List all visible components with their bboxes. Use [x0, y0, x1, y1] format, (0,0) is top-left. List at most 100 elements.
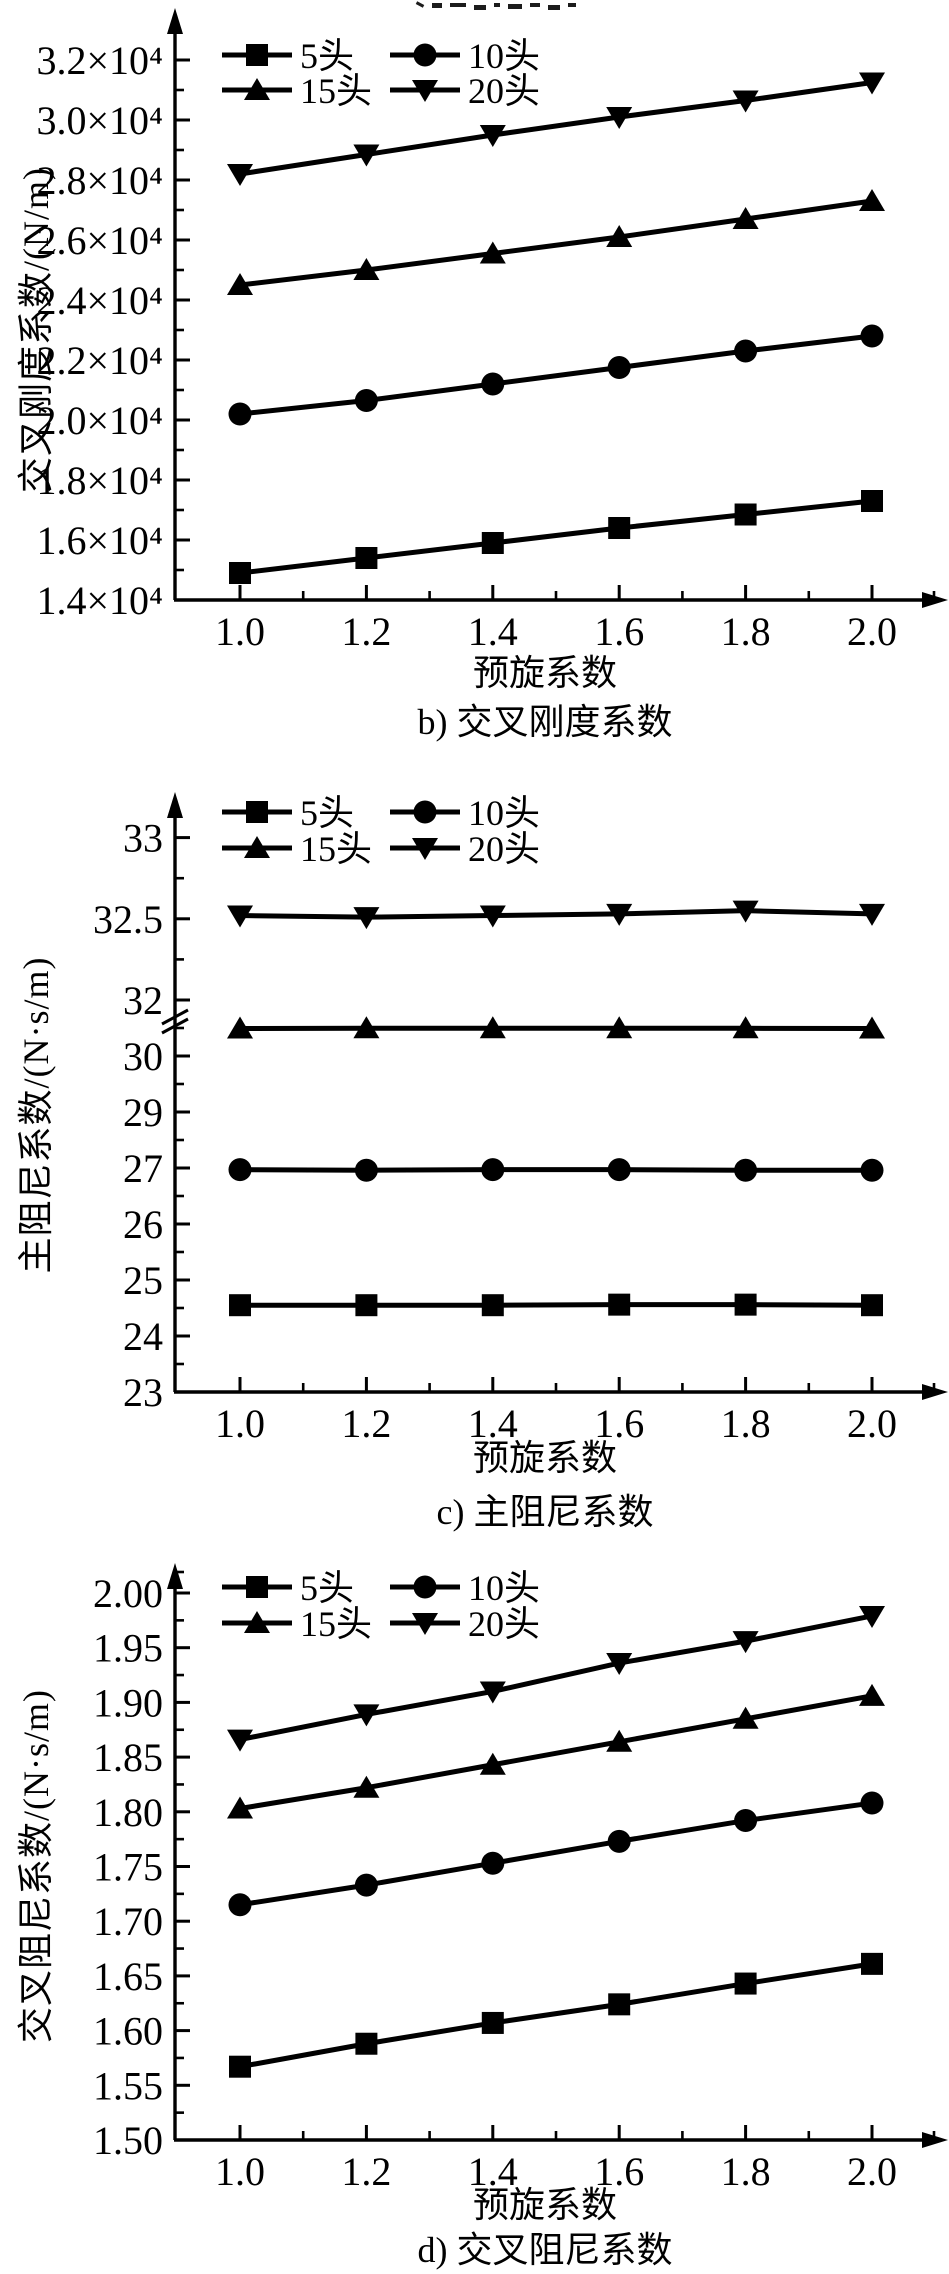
legend-label: 20头 — [468, 829, 540, 869]
legend-square-icon — [246, 44, 268, 66]
marker-circle-icon — [481, 1851, 505, 1875]
series-line — [239, 198, 873, 288]
y-tick-label: 3.0×10⁴ — [36, 98, 163, 143]
x-tick-label: 1.6 — [594, 609, 644, 654]
marker-circle-icon — [481, 372, 505, 396]
chart-b-canvas: 1.4×10⁴ 1.6×10⁴ 1.8×10⁴ 2.0×10⁴ 2.2×10⁴ 2.4×1… — [36, 8, 948, 654]
marker-triangle-up-icon — [353, 258, 380, 280]
legend: 5头 10头 15头 20头 — [222, 793, 540, 869]
marker-triangle-up-icon — [353, 1016, 380, 1039]
marker-triangle-down-icon — [227, 1729, 253, 1752]
marker-square-icon — [861, 1294, 883, 1317]
y-tick-label: 2.2×10⁴ — [36, 338, 163, 383]
marker-triangle-up-icon — [859, 1016, 885, 1039]
marker-square-icon — [734, 1293, 757, 1316]
marker-triangle-up-icon — [479, 1752, 506, 1775]
marker-triangle-up-icon — [479, 1016, 506, 1039]
marker-triangle-down-icon — [479, 905, 506, 928]
y-axis-arrow-icon — [167, 8, 183, 34]
marker-circle-icon — [607, 356, 631, 379]
y-tick-label: 2.00 — [93, 1571, 163, 1616]
y-tick-label: 2.6×10⁴ — [36, 218, 163, 263]
x-tick-label: 1.2 — [341, 1401, 391, 1446]
marker-triangle-down-icon — [227, 164, 253, 186]
series-triangle-down — [227, 900, 885, 930]
series-triangle-down — [227, 1605, 885, 1752]
y-tick-label: 1.60 — [93, 2009, 163, 2054]
marker-square-icon — [861, 490, 883, 512]
x-tick-label: 1.8 — [721, 1401, 771, 1446]
series-line — [239, 498, 873, 576]
y-tick-label: 26 — [123, 1202, 163, 1247]
marker-square-icon — [481, 532, 504, 554]
legend-item-circle: 10头 — [390, 793, 540, 833]
marker-triangle-down-icon — [606, 1653, 633, 1676]
legend-triangle-down-icon — [412, 80, 438, 102]
series-triangle-up — [227, 189, 885, 295]
cropped-text-artifact — [412, 1, 642, 15]
y-axis-arrow-icon — [167, 1563, 183, 1589]
marker-square-icon — [355, 2032, 378, 2055]
chart-b: 1.4×10⁴ 1.6×10⁴ 1.8×10⁴ 2.0×10⁴ 2.2×10⁴ 2.4×1… — [0, 0, 949, 750]
legend-label: 15头 — [300, 829, 372, 869]
chart-c-y-axis-title: 主阻尼系数/(N·s/m) — [16, 956, 56, 1274]
legend-item-circle: 10头 — [390, 1568, 540, 1608]
legend-item-triangle-up: 15头 — [222, 71, 372, 111]
marker-circle-icon — [481, 1158, 505, 1182]
marker-circle-icon — [228, 402, 252, 426]
marker-triangle-down-icon — [479, 125, 506, 147]
x-axis: 1.0 1.2 1.4 1.6 1.8 2.0 — [174, 1377, 948, 1446]
series-line — [239, 908, 873, 920]
legend-item-circle: 10头 — [390, 36, 540, 76]
legend: 5头 10头 15头 20头 — [222, 1568, 540, 1644]
y-tick-label: 1.65 — [93, 1954, 163, 1999]
legend-item-triangle-down: 20头 — [390, 829, 540, 869]
marker-triangle-up-icon — [606, 1016, 633, 1039]
series-triangle-down — [227, 72, 885, 186]
legend-label: 5头 — [300, 1568, 354, 1608]
marker-triangle-up-icon — [606, 225, 633, 247]
chart-d-y-axis-title: 交叉阻尼系数/(N·s/m) — [16, 1689, 56, 2043]
x-tick-label: 1.8 — [721, 609, 771, 654]
x-tick-label: 1.0 — [215, 609, 265, 654]
legend: 5头 10头 15头 20头 — [222, 36, 540, 111]
marker-circle-icon — [860, 1158, 884, 1182]
series-line — [239, 1961, 873, 2070]
series-line — [239, 1800, 873, 1908]
y-tick-label: 25 — [123, 1258, 163, 1303]
y-tick-label: 23 — [123, 1370, 163, 1415]
y-tick-label: 3.2×10⁴ — [36, 38, 163, 83]
legend-triangle-down-icon — [412, 1613, 438, 1635]
marker-triangle-up-icon — [227, 1016, 253, 1039]
legend-item-triangle-down: 20头 — [390, 71, 540, 111]
series-line — [239, 1167, 872, 1173]
chart-c: 23 24 25 26 27 29 30 32 32.5 33 1.0 1.2 1.4 1.6 1.8 2.0… — [0, 755, 949, 1550]
legend-square-icon — [246, 1576, 268, 1598]
legend-item-square: 5头 — [222, 36, 354, 76]
legend-circle-icon — [413, 800, 437, 824]
marker-circle-icon — [607, 1158, 631, 1182]
y-tick-label: 2.8×10⁴ — [36, 158, 163, 203]
marker-triangle-down-icon — [732, 900, 759, 923]
legend-item-triangle-down: 20头 — [390, 1604, 540, 1644]
chart-b-caption: b) 交叉刚度系数 — [417, 702, 673, 742]
chart-d-caption: d) 交叉阻尼系数 — [417, 2230, 673, 2270]
y-tick-label: 29 — [123, 1090, 163, 1135]
marker-square-icon — [229, 1294, 251, 1317]
y-axis: 1.50 1.55 1.60 1.65 1.70 1.75 1.80 1.85 1.90 1.95… — [93, 1563, 190, 2163]
marker-triangle-up-icon — [606, 1729, 633, 1752]
legend-item-square: 5头 — [222, 1568, 354, 1608]
series-triangle-up — [227, 1683, 885, 1819]
x-tick-label: 1.4 — [468, 2149, 518, 2194]
x-tick-label: 2.0 — [847, 1401, 897, 1446]
x-tick-label: 1.8 — [721, 2149, 771, 2194]
marker-triangle-down-icon — [606, 107, 633, 129]
marker-circle-icon — [607, 1829, 631, 1853]
y-tick-label: 1.4×10⁴ — [36, 578, 163, 623]
chart-c-canvas: 23 24 25 26 27 29 30 32 32.5 33 1.0 1.2 1.4 1.6 1.8 2.0… — [93, 792, 948, 1446]
marker-circle-icon — [354, 1158, 378, 1182]
y-tick-label: 1.90 — [93, 1680, 163, 1725]
y-tick-label: 1.85 — [93, 1735, 163, 1780]
series-square — [229, 1952, 883, 2078]
